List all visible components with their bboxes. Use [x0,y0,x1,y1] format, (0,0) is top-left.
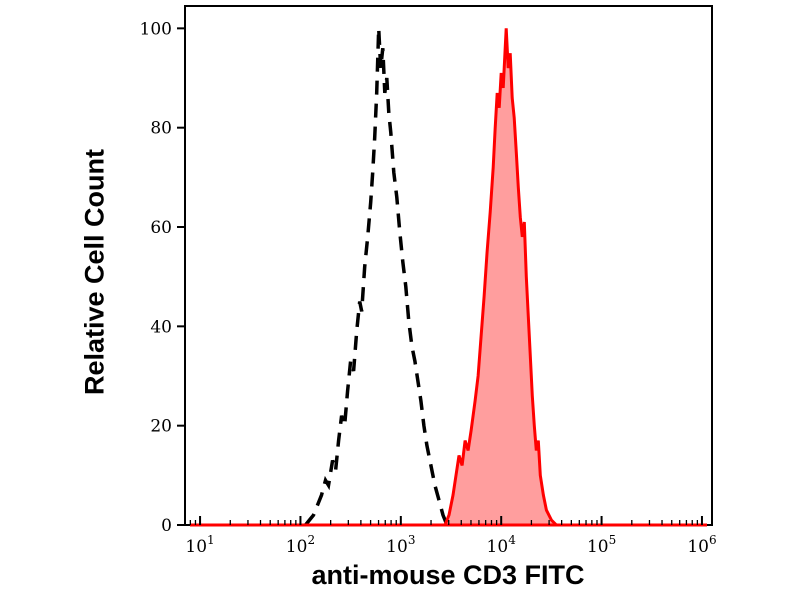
x-tick-label: 105 [587,533,616,557]
y-tick-label: 20 [150,417,172,437]
x-axis-label: anti-mouse CD3 FITC [311,560,585,590]
red-filled-curve [190,28,707,527]
axis-ticks [177,27,703,526]
y-axis-label: Relative Cell Count [79,148,110,396]
x-tick-label: 104 [487,533,517,557]
x-tick-label: 102 [286,533,315,557]
x-tick-label: 106 [687,533,716,557]
plot-box [184,5,713,526]
y-tick-label: 60 [150,218,172,238]
black-dashed-curve [304,28,449,527]
y-tick-label: 0 [161,516,172,536]
x-tick-label: 103 [386,533,415,557]
tick-labels: 0 20 40 60 80 100 101 102 103 104 105 106 [140,19,717,557]
x-tick-label: 101 [185,533,214,557]
y-tick-label: 40 [150,317,172,337]
y-tick-label: 80 [150,119,172,139]
histogram-curves [190,28,707,527]
y-tick-label: 100 [140,19,172,39]
